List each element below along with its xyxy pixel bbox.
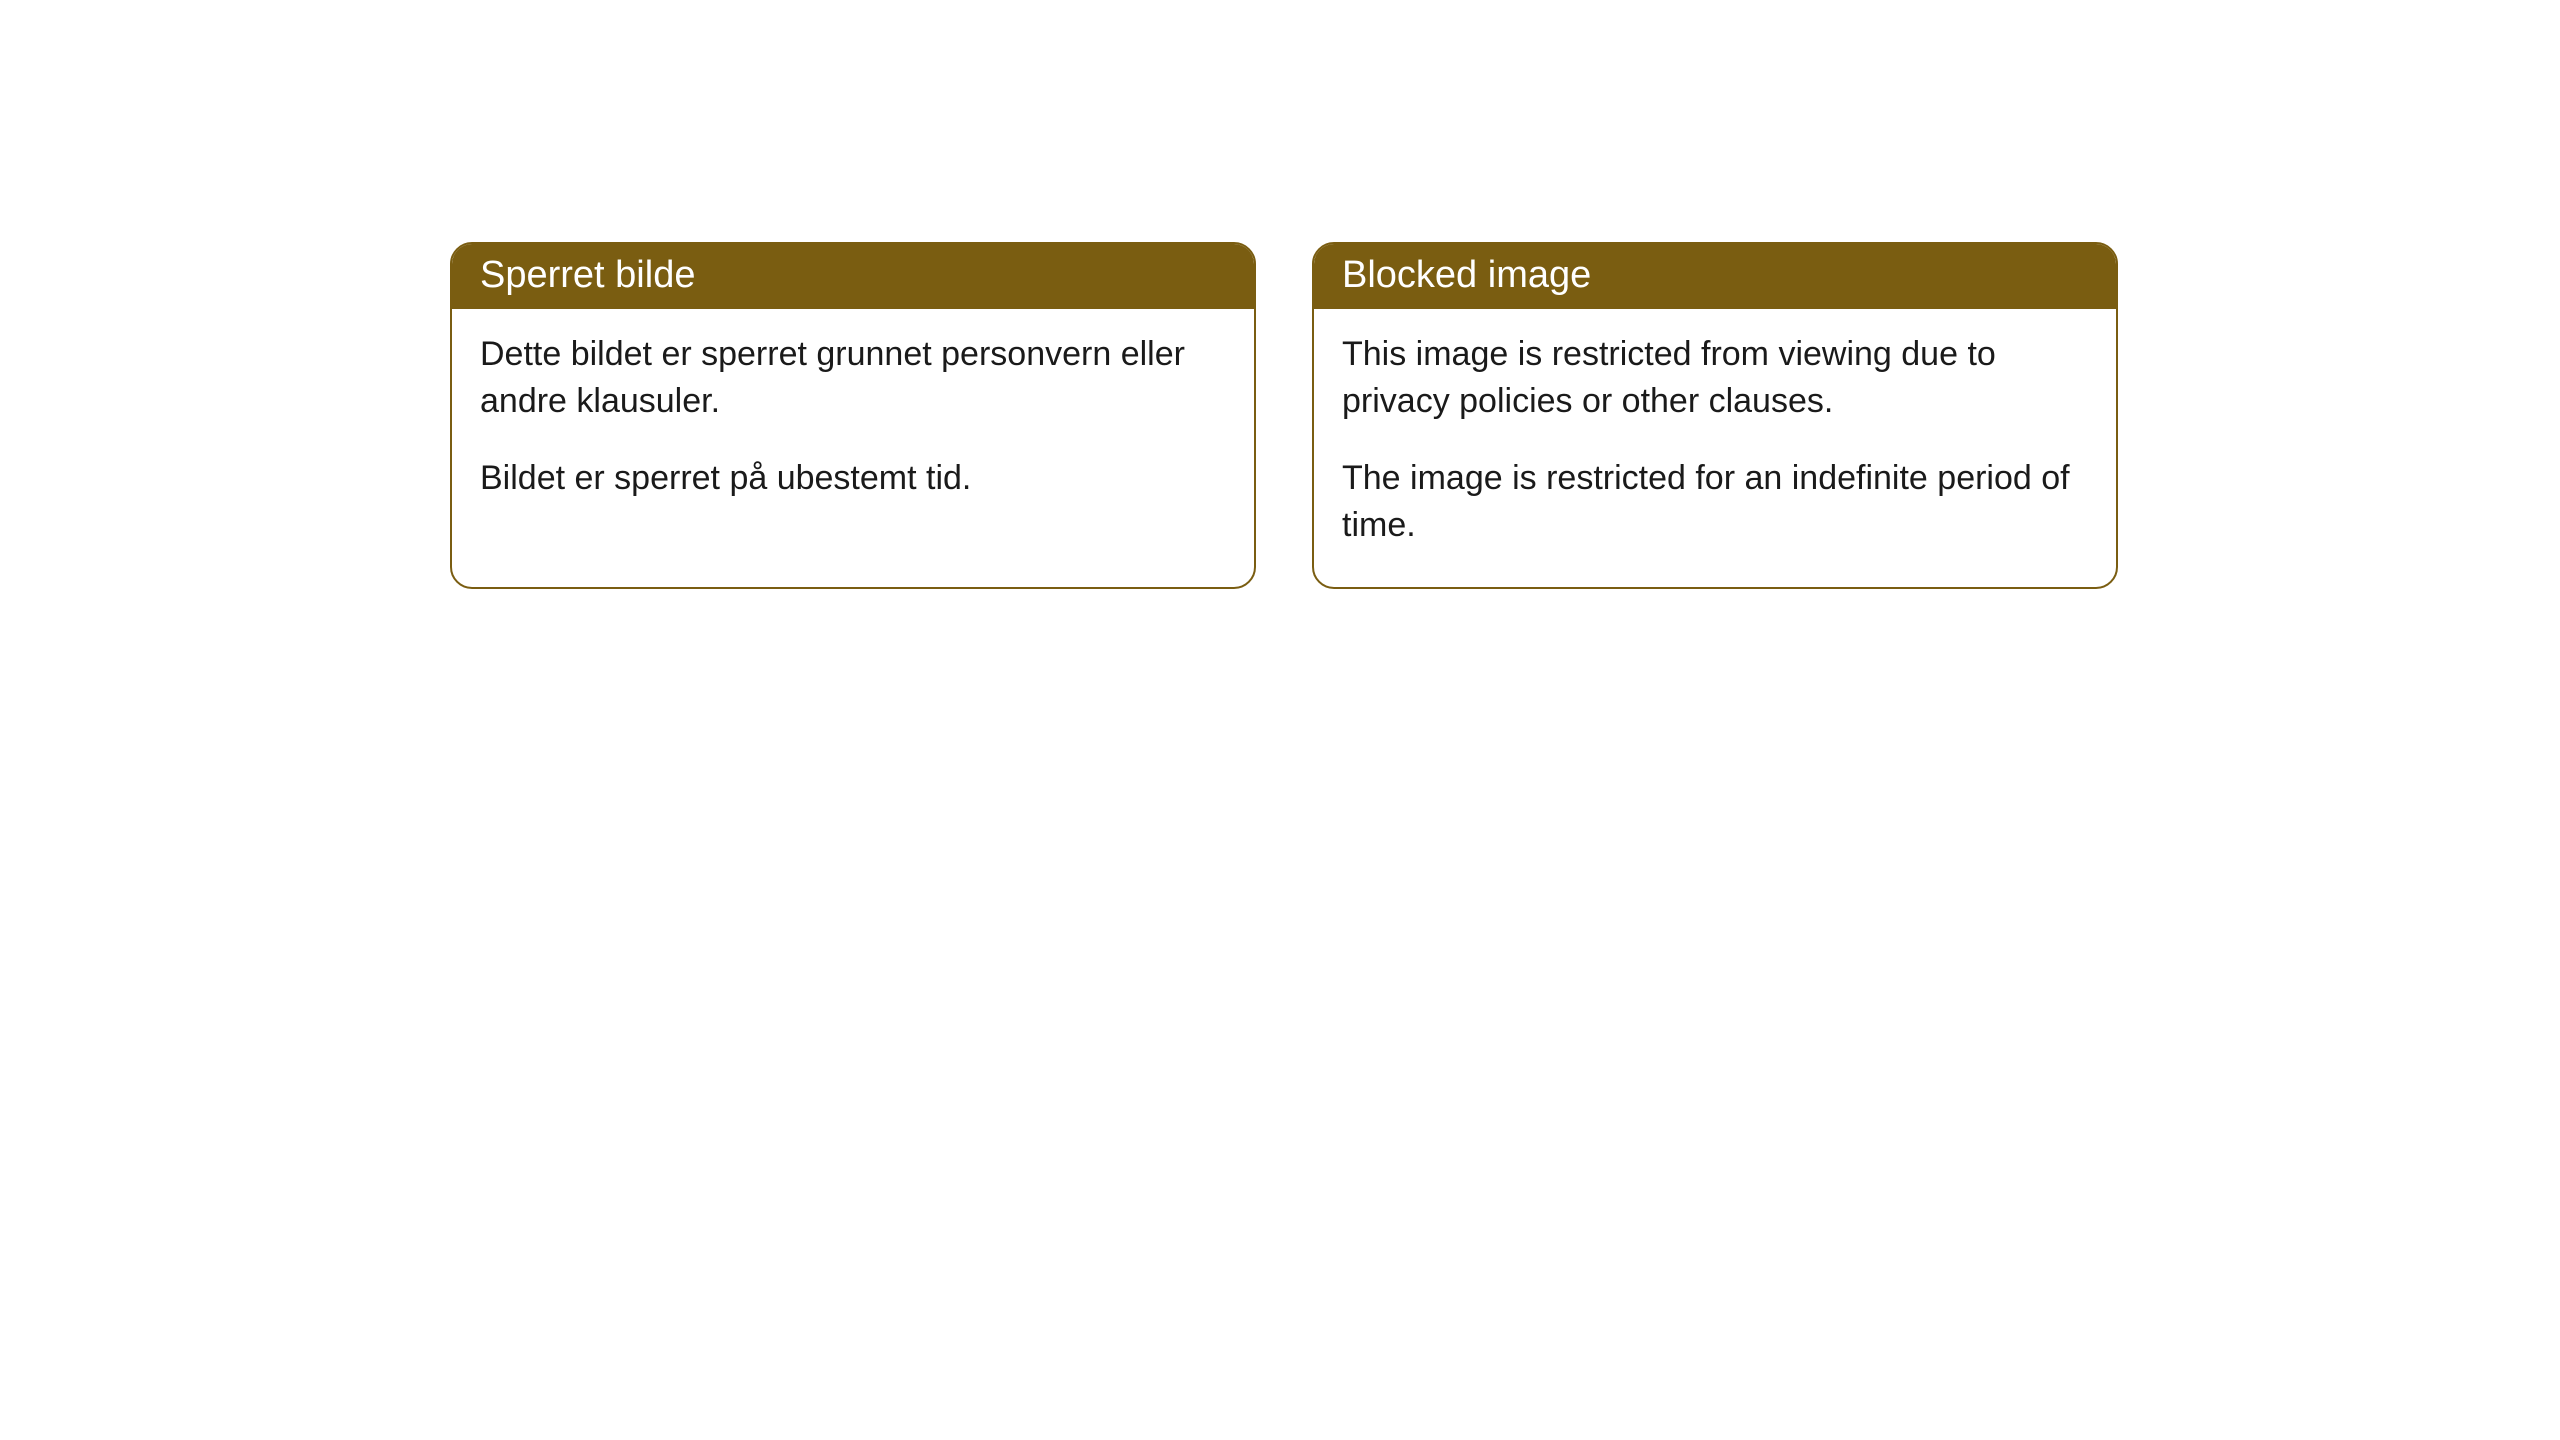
card-header: Blocked image bbox=[1314, 244, 2116, 309]
card-header: Sperret bilde bbox=[452, 244, 1254, 309]
card-blocked-no: Sperret bilde Dette bildet er sperret gr… bbox=[450, 242, 1256, 589]
card-body: This image is restricted from viewing du… bbox=[1314, 309, 2116, 587]
card-paragraph-2: Bildet er sperret på ubestemt tid. bbox=[480, 455, 1226, 502]
card-paragraph-1: Dette bildet er sperret grunnet personve… bbox=[480, 331, 1226, 425]
cards-container: Sperret bilde Dette bildet er sperret gr… bbox=[450, 242, 2118, 589]
card-blocked-en: Blocked image This image is restricted f… bbox=[1312, 242, 2118, 589]
card-title: Sperret bilde bbox=[480, 254, 695, 296]
card-paragraph-1: This image is restricted from viewing du… bbox=[1342, 331, 2088, 425]
card-title: Blocked image bbox=[1342, 254, 1591, 296]
card-body: Dette bildet er sperret grunnet personve… bbox=[452, 309, 1254, 540]
card-paragraph-2: The image is restricted for an indefinit… bbox=[1342, 455, 2088, 549]
